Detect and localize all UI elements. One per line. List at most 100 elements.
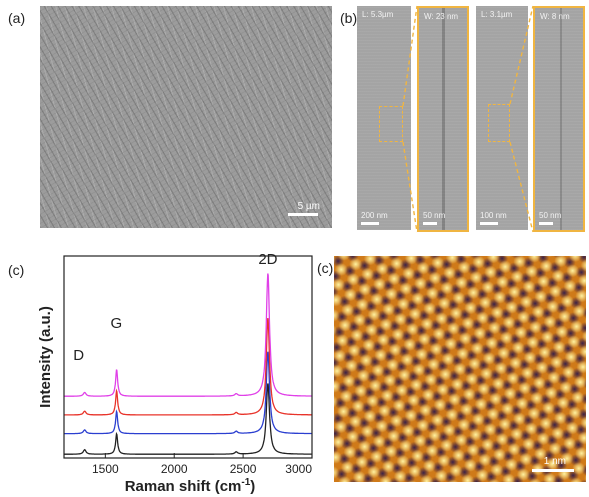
lattice-atom — [486, 407, 500, 421]
lattice-atom — [396, 454, 410, 468]
lattice-atom — [447, 322, 460, 335]
lattice-atom — [334, 278, 345, 292]
lattice-atom — [483, 422, 497, 436]
lattice-atom — [427, 357, 441, 371]
sem-overview-left: L: 5.3µm 200 nm — [357, 6, 411, 230]
lattice-atom — [536, 432, 550, 446]
lattice-atom — [379, 475, 393, 482]
lattice-atom — [433, 398, 447, 412]
lattice-atom — [428, 271, 442, 285]
lattice-atom — [502, 316, 516, 329]
lattice-atom — [472, 256, 486, 269]
lattice-atom — [474, 397, 488, 411]
lattice-atom — [575, 289, 586, 303]
peak-label: 2D — [258, 251, 277, 268]
lattice-atom — [519, 452, 533, 466]
lattice-atom — [476, 311, 490, 325]
spectrum-line — [64, 351, 312, 435]
lattice-atom — [537, 274, 550, 288]
lattice-atom — [338, 318, 352, 332]
lattice-atom — [564, 350, 578, 364]
lattice-atom — [417, 332, 431, 346]
lattice-atom — [527, 406, 541, 420]
lattice-atom — [563, 279, 577, 293]
lattice-atom — [434, 469, 448, 482]
scale-bar-right — [480, 222, 498, 225]
lattice-atom — [504, 458, 518, 472]
lattice-atom — [517, 310, 531, 324]
lattice-atom — [507, 442, 521, 456]
lattice-atom — [493, 448, 506, 462]
plot-frame — [63, 255, 313, 459]
scale-bar-left — [361, 222, 379, 225]
lattice-atom — [543, 315, 557, 329]
lattice-atom — [425, 286, 439, 300]
lattice-atom — [534, 447, 547, 461]
lattice-atom — [358, 282, 372, 296]
lattice-atom — [507, 285, 521, 299]
lattice-atom — [461, 316, 475, 330]
lattice-atom — [498, 260, 512, 274]
lattice-atom — [535, 361, 549, 375]
lattice-atom — [363, 256, 377, 266]
lattice-atom — [457, 418, 471, 432]
lattice-atom — [397, 368, 411, 382]
lattice-atom — [392, 399, 406, 412]
lattice-atom — [360, 424, 374, 438]
lattice-atom — [380, 389, 394, 403]
lattice-atom — [361, 267, 375, 281]
lattice-atom — [335, 334, 349, 347]
lattice-atom — [481, 280, 495, 294]
lattice-atom — [355, 455, 369, 469]
lattice-atom — [334, 435, 345, 449]
length-label-left: L: 5.3µm — [362, 10, 394, 19]
lattice-atom — [580, 259, 586, 272]
lattice-atom — [525, 264, 539, 278]
lattice-atom — [575, 446, 586, 460]
lattice-atom — [438, 367, 452, 381]
scale-label-zoom-left: 50 nm — [423, 211, 446, 220]
lattice-atom — [529, 478, 542, 482]
lattice-atom — [445, 256, 459, 264]
lattice-atom — [560, 294, 574, 308]
lattice-atom — [510, 270, 524, 284]
lattice-atom — [401, 424, 415, 438]
lattice-atom — [461, 474, 475, 482]
lattice-atom — [464, 301, 478, 315]
lattice-atom — [539, 416, 553, 430]
lattice-atom — [437, 296, 451, 310]
lattice-atom — [466, 443, 480, 457]
lattice-atom — [379, 318, 393, 332]
lattice-atom — [466, 286, 480, 300]
lattice-atom — [580, 416, 586, 430]
lattice-atom — [435, 312, 449, 326]
lattice-atom — [367, 308, 381, 322]
lattice-atom — [512, 412, 526, 426]
lattice-atom — [413, 434, 427, 448]
lattice-atom — [540, 330, 554, 344]
lattice-atom — [538, 345, 552, 359]
lattice-atom — [486, 256, 500, 264]
lattice-atom — [503, 256, 513, 258]
lattice-atom — [573, 375, 586, 389]
lattice-atom — [421, 388, 435, 402]
lattice-atom — [422, 459, 436, 473]
lattice-atom — [384, 444, 398, 458]
lattice-atom — [334, 256, 336, 264]
lattice-atom — [420, 256, 432, 260]
scale-bar-zoom-left — [423, 222, 437, 225]
lattice-atom — [404, 409, 418, 422]
lattice-atom — [458, 332, 472, 345]
lattice-atom — [387, 429, 401, 443]
stm-scale-bar — [532, 469, 574, 472]
lattice-atom — [495, 432, 509, 446]
lattice-atom — [411, 449, 424, 463]
lattice-atom — [402, 266, 416, 280]
stm-scale-label: 1 nm — [543, 456, 566, 467]
sem-overview-right: L: 3.1µm 100 nm — [476, 6, 528, 230]
lattice-atom — [488, 478, 500, 482]
lattice-atom — [334, 379, 341, 393]
lattice-atom — [354, 384, 368, 398]
lattice-atom — [395, 383, 409, 397]
